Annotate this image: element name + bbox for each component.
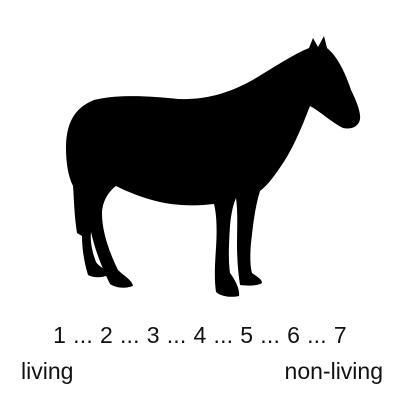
horse-silhouette-icon [66,36,361,297]
scale-separator: ... [119,322,140,348]
scale-anchor-non-living: non-living [284,358,383,384]
scale-point-5[interactable]: 5 [240,322,254,348]
scale-separator: ... [213,322,234,348]
rating-scale: 1 ... 2 ... 3 ... 4 ... 5 ... 6 ... 7 [0,318,400,353]
scale-point-7[interactable]: 7 [333,322,347,348]
scale-point-1[interactable]: 1 [53,322,67,348]
scale-point-4[interactable]: 4 [193,322,207,348]
scale-point-6[interactable]: 6 [287,322,301,348]
scale-separator: ... [166,322,187,348]
scale-point-3[interactable]: 3 [146,322,160,348]
scale-separator: ... [307,322,327,348]
scale-separator: ... [260,322,281,348]
scale-separator: ... [73,322,93,348]
scale-point-2[interactable]: 2 [99,322,113,348]
scale-anchor-living: living [21,358,74,384]
